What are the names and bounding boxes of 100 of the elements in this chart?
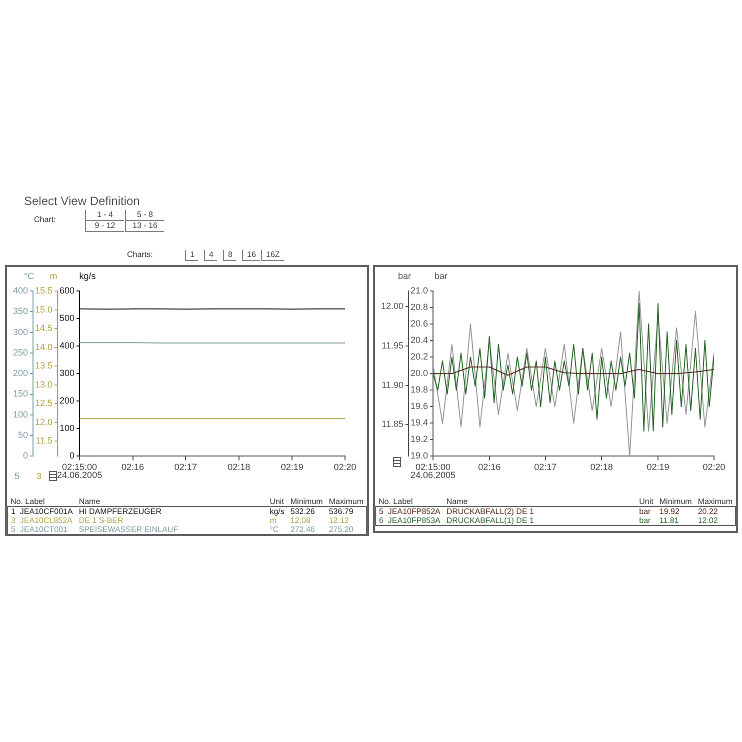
y-tick-label: 0	[70, 450, 75, 461]
text: 1	[185, 250, 198, 261]
y-tick-label: 21.0	[410, 285, 428, 296]
text: bar	[638, 516, 652, 526]
y-tick-label: 19.8	[410, 384, 428, 395]
y-tick-label: 20.4	[410, 335, 428, 346]
x-tick-label: 02:16	[478, 462, 501, 472]
x-tick-label: 02:15:00	[416, 462, 451, 472]
text: Name	[78, 497, 102, 506]
x-tick-label: 02:15:00	[62, 462, 98, 472]
y-tick-label: 300	[60, 368, 75, 378]
y-tick-label: 19.6	[410, 401, 428, 412]
y2-axis-title: m	[50, 270, 58, 281]
text: 5 JEA10CT001	[11, 525, 68, 534]
text: 24.06.2005	[410, 470, 456, 480]
y-tick-label: 20.0	[410, 368, 428, 378]
x-tick-label: 02:18	[228, 462, 250, 472]
y2-tick-label: 11.5	[36, 436, 53, 446]
text: Charts:	[127, 250, 153, 259]
text: DRUCKABFALL(2) DE 1	[445, 506, 535, 516]
y3-tick-label: 50	[18, 430, 28, 440]
y2-tick-label: 12.00	[380, 301, 404, 312]
y-tick-label: 400	[60, 340, 75, 351]
y2-axis-title: bar	[398, 270, 412, 281]
text: 16Z	[261, 250, 284, 261]
x-tick-label: 02:18	[590, 462, 613, 472]
x-tick-label: 02:19	[280, 462, 304, 472]
text: Minimum	[658, 497, 693, 506]
y-tick-label: 100	[60, 423, 75, 434]
text: 5 - 8	[125, 210, 164, 221]
text: 4	[204, 250, 218, 261]
y2-tick-label: 12.0	[35, 416, 53, 427]
text: 12.12	[328, 516, 350, 525]
text: Name	[445, 497, 469, 506]
x-tick-label: 02:17	[534, 462, 557, 472]
text: bar	[638, 506, 652, 516]
x-tick-label: 02:20	[334, 462, 356, 472]
y3-tick-label: 350	[12, 306, 28, 316]
y3-tick-label: 250	[12, 347, 28, 358]
text: 12.08	[289, 516, 312, 525]
text: No. Label	[378, 497, 413, 506]
text: HI DAMPFERZEUGER	[78, 506, 162, 516]
x-tick-label: 02:19	[646, 462, 670, 472]
x-tick-label: 02:16	[122, 462, 144, 472]
text: kg/s	[268, 506, 286, 516]
text: 272.46	[289, 525, 316, 534]
text: 13 - 16	[125, 221, 164, 232]
x-tick-label: 02:20	[702, 462, 726, 472]
text: Unit	[638, 497, 654, 506]
y2-tick-label: 11.95	[382, 340, 404, 351]
y2-tick-label: 12.5	[35, 398, 53, 408]
text: 1 JEA10CF001A	[11, 507, 73, 516]
y3-tick-label: 400	[12, 285, 28, 296]
text: 532.26	[289, 506, 316, 516]
text: °C	[268, 525, 280, 534]
text: Minimum	[289, 497, 324, 506]
y-tick-label: 20.2	[410, 352, 428, 362]
y-axis-title: kg/s	[79, 270, 96, 281]
text: 20.22	[696, 506, 719, 516]
y3-tick-label: 150	[12, 388, 28, 399]
text: 11.81	[658, 516, 680, 526]
text: Maximum	[328, 497, 364, 506]
text: 536.79	[328, 506, 354, 516]
y3-tick-label: 300	[12, 326, 28, 337]
y-tick-label: 500	[60, 313, 75, 324]
y2-tick-label: 14.5	[35, 323, 53, 334]
y3-tick-label: 0	[23, 450, 28, 461]
text: 6 JEA10FP853A	[379, 516, 440, 525]
y-tick-label: 19.4	[410, 418, 428, 428]
y-tick-label: 19.0	[410, 450, 428, 461]
text: DE 1 S-BER	[78, 516, 124, 525]
y-tick-label: 20.6	[410, 318, 428, 329]
y-tick-label: 19.2	[410, 434, 428, 444]
text: DRUCKABFALL(1) DE 1	[445, 516, 535, 526]
y2-tick-label: 13.0	[35, 379, 53, 390]
text: m	[268, 516, 278, 525]
y2-tick-label: 11.90	[382, 380, 404, 390]
text: 16	[242, 250, 260, 261]
y-tick-label: 20.8	[410, 302, 428, 312]
text: No. Label	[10, 497, 45, 506]
text: 8	[223, 250, 236, 261]
y2-tick-label: 15.0	[35, 304, 53, 314]
text: 5	[14, 471, 20, 482]
text: 3 JEA10CL852A	[11, 516, 72, 525]
text: Maximum	[696, 497, 734, 506]
y-tick-label: 600	[60, 285, 75, 296]
y-axis-title: bar	[434, 270, 448, 281]
y2-tick-label: 11.85	[382, 419, 404, 430]
y-tick-label: 200	[60, 396, 75, 406]
text: 5 JEA10FP852A	[379, 507, 440, 516]
text: 275.20	[328, 525, 354, 534]
text: 3	[36, 471, 42, 482]
text: 9 - 12	[85, 221, 124, 232]
y2-tick-label: 13.5	[35, 360, 53, 371]
text: 12.02	[696, 516, 719, 526]
y2-tick-label: 15.5	[35, 285, 53, 296]
y2-tick-label: 14.0	[35, 342, 53, 352]
text: Chart:	[34, 215, 56, 224]
y3-tick-label: 200	[12, 368, 28, 378]
text: 24.06.2005	[57, 470, 102, 480]
